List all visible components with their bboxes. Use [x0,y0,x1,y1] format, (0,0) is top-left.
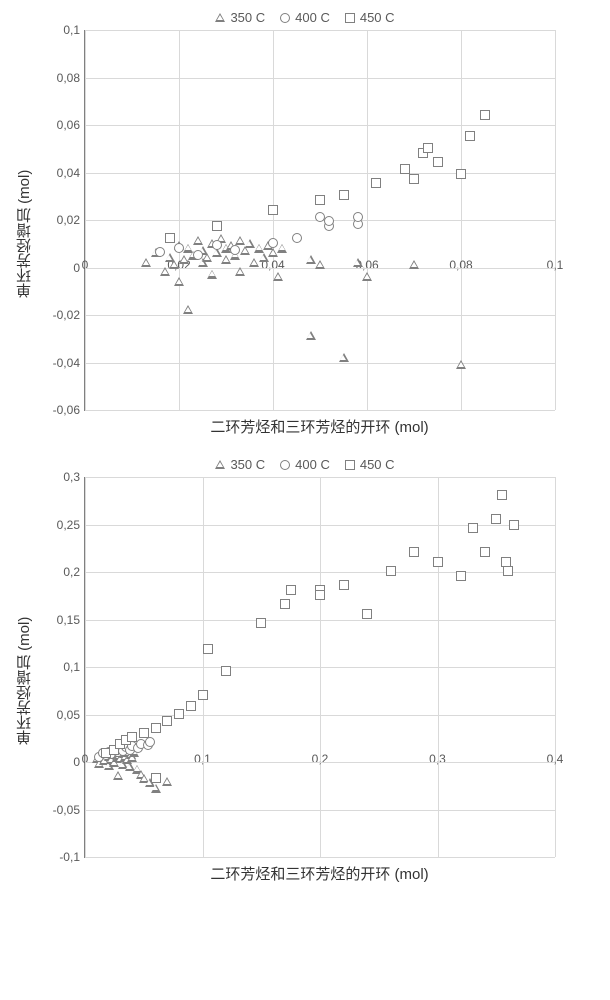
data-point [480,544,490,562]
data-point [273,268,283,286]
legend-label: 350 C [230,10,265,25]
plot-area-bottom: 00,10,20,30,4-0,1-0,0500,050,10,150,20,2… [84,477,555,858]
data-point [221,663,231,681]
legend-label: 350 C [230,457,265,472]
data-point [433,154,443,172]
data-point [362,268,372,286]
data-point [353,209,363,227]
data-point [193,247,203,265]
data-point [468,520,478,538]
data-point [174,706,184,724]
data-point [362,606,372,624]
data-point [491,511,501,529]
data-point [339,577,349,595]
data-point [339,349,349,367]
data-point [386,563,396,581]
data-point [212,218,222,236]
data-point [198,687,208,705]
data-point [315,256,325,274]
data-point [174,240,184,258]
y-axis-label: 单环芳烃增加 (mol) [10,477,39,884]
data-point [409,544,419,562]
data-point [315,192,325,210]
data-point [315,587,325,605]
circle-icon [280,13,290,23]
triangle-icon [215,460,225,469]
data-point [277,240,287,258]
legend-label: 450 C [360,457,395,472]
legend-450: 450 C [345,457,395,472]
legend-bottom: 350 C 400 C 450 C [10,457,600,472]
data-point [409,256,419,274]
plot-wrap-bottom: 单环芳烃增加 (mol) 00,10,20,30,4-0,1-0,0500,05… [10,477,600,884]
square-icon [345,13,355,23]
data-point [162,773,172,791]
data-point [139,725,149,743]
plot-wrap-top: 单环芳烃增加 (mol) 00,020,040,060,080,1-0,06-0… [10,30,600,437]
data-point [286,582,296,600]
chart-top: 350 C 400 C 450 C 单环芳烃增加 (mol) 00,020,04… [10,10,600,437]
legend-label: 450 C [360,10,395,25]
data-point [235,263,245,281]
data-point [324,213,334,231]
data-point [207,266,217,284]
data-point [465,128,475,146]
data-point [456,568,466,586]
data-point [203,641,213,659]
data-point [480,107,490,125]
data-point [268,235,278,253]
legend-350: 350 C [215,10,265,25]
data-point [371,175,381,193]
data-point [151,720,161,738]
legend-400: 400 C [280,457,330,472]
legend-top: 350 C 400 C 450 C [10,10,600,25]
data-point [409,171,419,189]
legend-450: 450 C [345,10,395,25]
data-point [174,273,184,291]
chart-bottom: 350 C 400 C 450 C 单环芳烃增加 (mol) 00,10,20,… [10,457,600,884]
legend-label: 400 C [295,10,330,25]
y-axis-label: 单环芳烃增加 (mol) [10,30,39,437]
legend-400: 400 C [280,10,330,25]
data-point [186,698,196,716]
plot-area-top: 00,020,040,060,080,1-0,06-0,04-0,0200,02… [84,30,555,411]
square-icon [345,460,355,470]
data-point [456,356,466,374]
data-point [433,554,443,572]
data-point [306,327,316,345]
data-point [509,517,519,535]
circle-icon [280,460,290,470]
data-point [339,187,349,205]
data-point [212,237,222,255]
x-axis-label: 二环芳烃和三环芳烃的开环 (mol) [39,863,600,884]
x-axis-label: 二环芳烃和三环芳烃的开环 (mol) [39,416,600,437]
legend-label: 400 C [295,457,330,472]
data-point [162,713,172,731]
data-point [268,202,278,220]
data-point [292,230,302,248]
data-point [497,487,507,505]
data-point [456,166,466,184]
data-point [256,615,266,633]
data-point [183,301,193,319]
data-point [503,563,513,581]
data-point [165,230,175,248]
data-point [151,770,161,788]
data-point [127,729,137,747]
plot-col: 00,10,20,30,4-0,1-0,0500,050,10,150,20,2… [39,477,600,884]
legend-350: 350 C [215,457,265,472]
data-point [230,242,240,260]
plot-col: 00,020,040,060,080,1-0,06-0,04-0,0200,02… [39,30,600,437]
triangle-icon [215,13,225,22]
